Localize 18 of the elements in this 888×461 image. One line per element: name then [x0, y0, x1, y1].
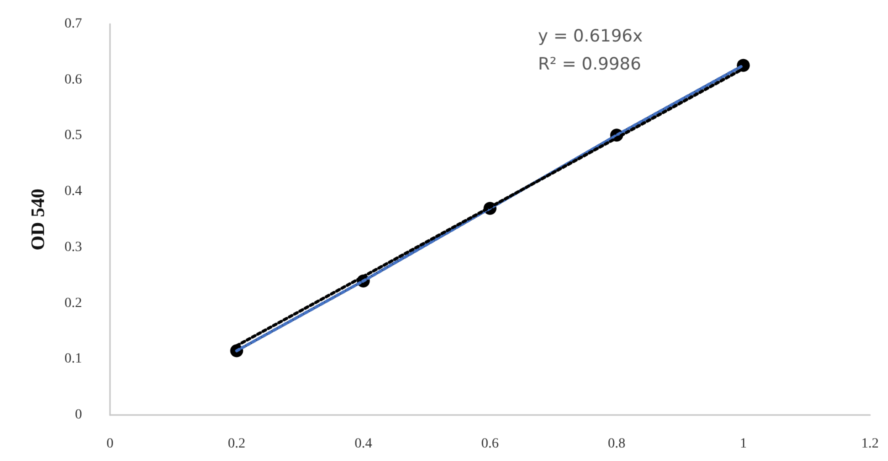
x-tick-label: 0: [106, 436, 114, 452]
x-tick-label: 1: [740, 436, 747, 452]
y-tick-label: 0.4: [64, 184, 82, 200]
y-tick-label: 0: [75, 408, 82, 422]
annotation: R² = 0.9986: [538, 54, 642, 74]
x-tick-label: 0.4: [354, 436, 372, 452]
x-tick-label: 0.8: [608, 436, 626, 452]
x-tick-label: 0.2: [228, 436, 246, 452]
y-tick-label: 0.1: [64, 352, 82, 367]
y-tick-label: 0.5: [64, 128, 82, 144]
y-tick-label: 0.3: [64, 240, 82, 255]
y-tick-label: 0.7: [64, 16, 82, 32]
y-tick-label: 0.2: [64, 296, 82, 311]
x-tick-label: 0.6: [481, 436, 499, 452]
y-axis-title: OD 540: [28, 188, 49, 250]
annotation: y = 0.6196x: [538, 26, 643, 46]
y-tick-label: 0.6: [64, 72, 82, 88]
x-tick-label: 1.2: [861, 436, 879, 452]
